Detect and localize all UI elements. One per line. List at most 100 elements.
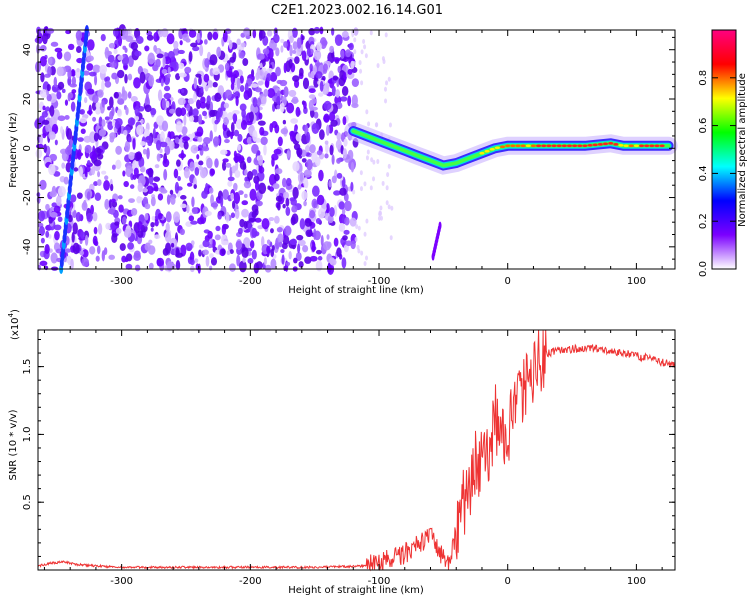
spectrogram-cell — [127, 55, 134, 68]
spectrogram-cell — [221, 160, 227, 171]
spectrogram-cell — [296, 37, 302, 49]
trace-peak — [628, 144, 634, 148]
spectrogram-cell — [224, 89, 233, 99]
spectrogram-cell — [222, 189, 229, 200]
spectrogram-cell — [369, 185, 373, 191]
spectrogram-cell — [140, 166, 146, 173]
spectrogram-cell — [223, 102, 230, 109]
spectrogram-cell — [125, 106, 129, 116]
spectrogram-cell — [188, 51, 193, 62]
spectrogram-cell — [286, 102, 295, 114]
spectrogram-cell — [127, 91, 132, 99]
spectrogram-cell — [147, 167, 154, 178]
spectrogram-cell — [45, 203, 50, 211]
spectrogram-cell — [165, 222, 170, 233]
spectrogram-cell — [156, 153, 161, 162]
spectrogram-cell — [229, 249, 234, 254]
snr-y-tick-label: 1.5 — [22, 359, 33, 375]
spectrogram-cell — [123, 228, 132, 238]
spectrogram-cell — [239, 51, 245, 59]
spectrogram-cell — [190, 259, 195, 266]
spectrogram-cell — [312, 64, 317, 75]
spectrogram-cell — [77, 137, 84, 142]
spectrogram-cell — [157, 212, 163, 220]
spectrogram-cell — [247, 258, 254, 264]
spectrogram-cell — [271, 153, 279, 161]
spectrogram-cell — [125, 263, 133, 270]
spectrogram-cell — [275, 47, 280, 57]
trace-peak — [592, 143, 598, 147]
spectrogram-cell — [365, 109, 369, 115]
spectrogram-cell — [197, 217, 205, 225]
spectrogram-cell — [224, 139, 230, 144]
spectrogram-cell — [64, 115, 70, 120]
spectrogram-cell — [71, 69, 76, 77]
spectrogram-cell — [358, 60, 362, 66]
spectrogram-cell — [97, 89, 102, 95]
spectrogram-cell — [175, 259, 181, 271]
spectrogram-cell — [53, 76, 58, 88]
spectrogram-cell — [272, 183, 280, 190]
spectrogram-cell — [353, 49, 357, 55]
trace-peak — [582, 144, 588, 148]
spectrogram-cell — [318, 169, 324, 182]
spectrogram-cell — [190, 220, 198, 225]
spectrogram-cell — [385, 200, 389, 206]
spectrogram-cell — [133, 115, 139, 122]
spectrogram-cell — [326, 241, 332, 249]
spectrogram-cell — [111, 233, 118, 244]
spectrogram-cell — [344, 200, 352, 212]
spectrogram-cell — [360, 250, 364, 256]
spectrogram-cell — [275, 195, 283, 202]
spectrogram-cell — [313, 228, 317, 240]
spectrogram-cell — [82, 249, 89, 258]
spectrogram-cell — [191, 196, 195, 208]
spectrogram-cell — [208, 187, 214, 194]
spectrogram-cell — [296, 234, 304, 241]
spectrogram-cell — [93, 181, 98, 187]
spectrogram-cell — [43, 143, 47, 153]
spectrogram-cell — [96, 179, 102, 186]
spectrogram-cell — [71, 89, 77, 94]
trace-peak — [484, 149, 490, 153]
spectrogram-cell — [107, 54, 115, 63]
spectrogram-cell — [325, 203, 330, 214]
spectrogram-cell — [231, 165, 237, 174]
spectrogram-cell — [202, 249, 209, 256]
spectrogram-cell — [179, 40, 183, 46]
spectrogram-cell — [285, 261, 291, 266]
trace-peak — [505, 144, 511, 148]
spectrogram-cell — [303, 101, 307, 110]
spectrogram-cell — [84, 96, 88, 104]
trace-peak — [494, 146, 500, 150]
spectrogram-cell — [296, 147, 303, 157]
spectrogram-cell — [306, 47, 311, 57]
spectrogram-cell — [308, 94, 316, 99]
colorbar: 0.0 0.2 0.4 0.6 0.8 Normalized spectral ampl… — [698, 29, 748, 277]
figure-title: C2E1.2023.002.16.14.G01 — [271, 3, 443, 18]
spectrogram-cell — [72, 242, 80, 255]
spectrogram-cell — [298, 261, 304, 268]
spectrogram-cell — [292, 75, 300, 82]
spectrogram-cell — [269, 122, 274, 133]
trace-peak — [654, 144, 660, 148]
spectrogram-cell — [273, 148, 282, 155]
spectrogram-cell — [212, 136, 220, 147]
spectrogram-cell — [86, 191, 91, 201]
spectrogram-cell — [93, 159, 102, 167]
spectrogram-cell — [72, 209, 77, 219]
trace-peak — [644, 144, 650, 148]
trace-peak — [603, 142, 609, 146]
spectrogram-cell — [353, 37, 357, 43]
spectrogram-cell — [133, 250, 141, 258]
spectrogram-cell — [42, 32, 48, 45]
spectrogram-cell — [224, 62, 230, 72]
spectrogram-cell — [250, 83, 259, 88]
spectrogram-cell — [145, 92, 149, 104]
spectrogram-cell — [130, 42, 139, 51]
spectrogram-cell — [89, 151, 97, 160]
spectrogram-cell — [204, 210, 212, 217]
spectrogram-cell — [55, 195, 62, 207]
spectrogram-cell — [304, 256, 312, 264]
spectrogram-cell — [232, 200, 236, 209]
